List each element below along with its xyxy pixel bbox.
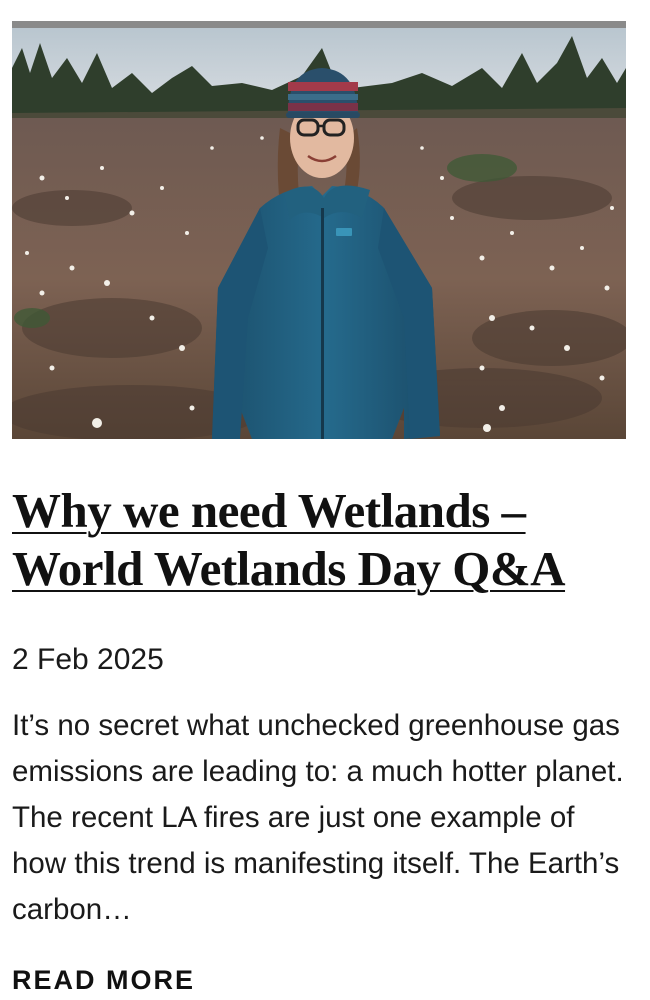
article-date: 2 Feb 2025 bbox=[12, 643, 164, 676]
read-more-link[interactable]: READ MORE bbox=[12, 965, 196, 995]
article-title-link[interactable]: Why we need Wetlands – World Wetlands Da… bbox=[12, 483, 566, 596]
article-photo bbox=[12, 28, 626, 439]
article-excerpt: It’s no secret what unchecked greenhouse… bbox=[12, 709, 624, 926]
article-image-link[interactable] bbox=[12, 21, 626, 439]
